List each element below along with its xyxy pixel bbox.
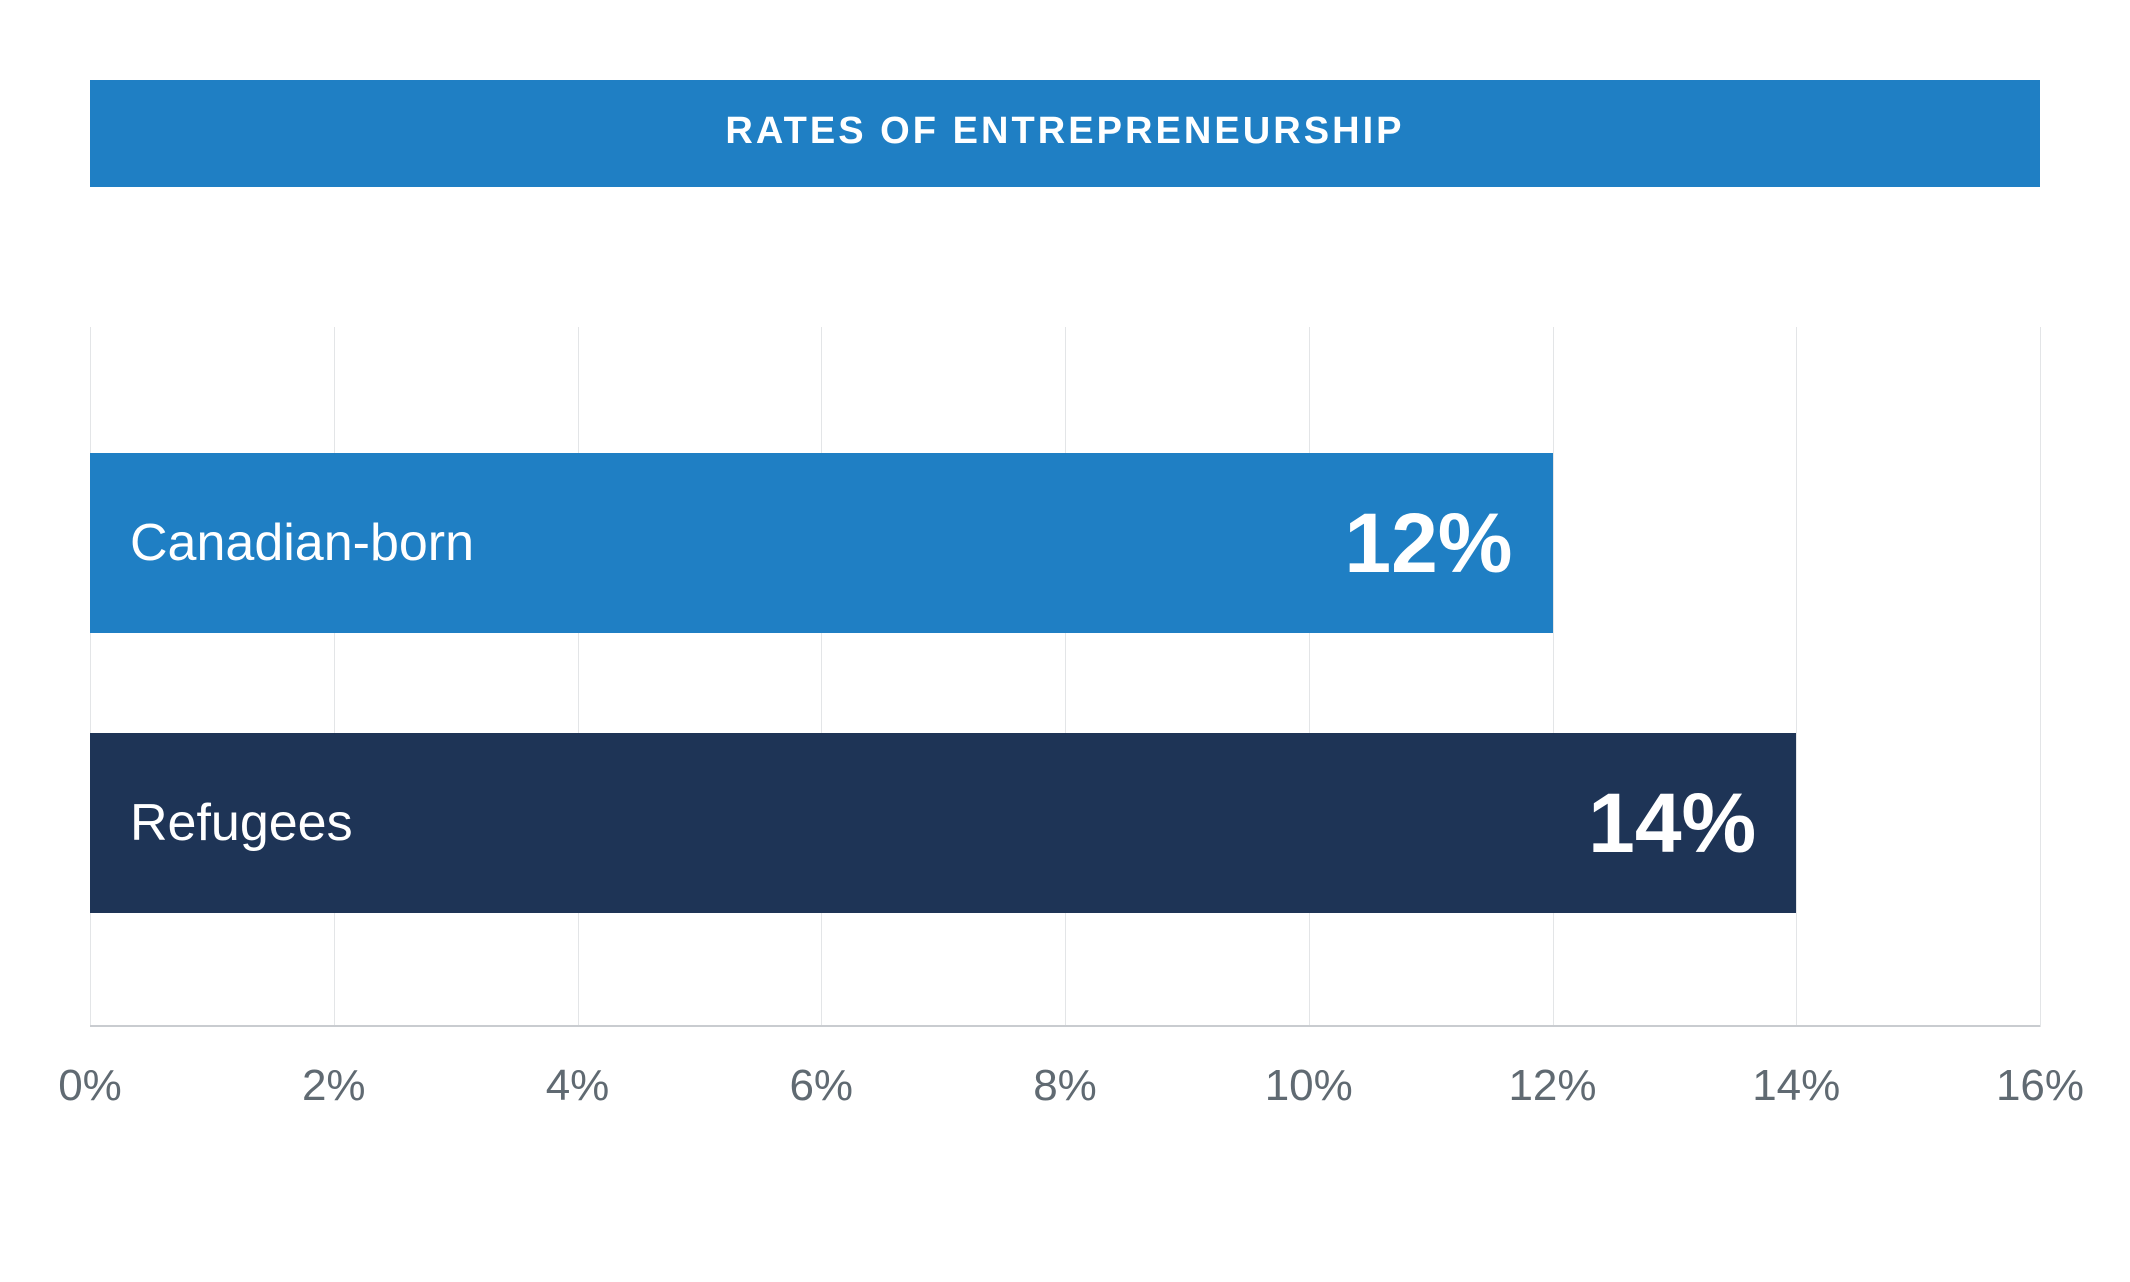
chart-plot: Canadian-born 12% Refugees 14% [90, 327, 2040, 1027]
bar-refugees: Refugees 14% [90, 733, 1796, 913]
bar-canadian-born: Canadian-born 12% [90, 453, 1553, 633]
bar-label: Refugees [90, 793, 353, 853]
x-tick-label: 2% [302, 1061, 366, 1111]
x-axis-baseline [90, 1025, 2040, 1027]
chart-area: Canadian-born 12% Refugees 14% 0%2%4%6%8%10… [90, 327, 2040, 1107]
gridline [1065, 327, 1066, 1027]
bar-label: Canadian-born [90, 513, 474, 573]
bar-value: 14% [1588, 775, 1796, 872]
gridline [1309, 327, 1310, 1027]
gridline [821, 327, 822, 1027]
x-tick-label: 6% [789, 1061, 853, 1111]
gridline [334, 327, 335, 1027]
x-tick-label: 14% [1752, 1061, 1840, 1111]
x-tick-label: 4% [546, 1061, 610, 1111]
gridline [90, 327, 91, 1027]
gridline [2040, 327, 2041, 1027]
x-tick-label: 8% [1033, 1061, 1097, 1111]
x-tick-label: 12% [1508, 1061, 1596, 1111]
x-tick-label: 16% [1996, 1061, 2084, 1111]
gridline [1796, 327, 1797, 1027]
x-axis-labels: 0%2%4%6%8%10%12%14%16% [90, 1047, 2040, 1107]
gridline [1553, 327, 1554, 1027]
x-tick-label: 10% [1265, 1061, 1353, 1111]
bar-value: 12% [1344, 495, 1552, 592]
chart-title-banner: RATES OF ENTREPRENEURSHIP [90, 80, 2040, 187]
x-tick-label: 0% [58, 1061, 122, 1111]
gridline [578, 327, 579, 1027]
